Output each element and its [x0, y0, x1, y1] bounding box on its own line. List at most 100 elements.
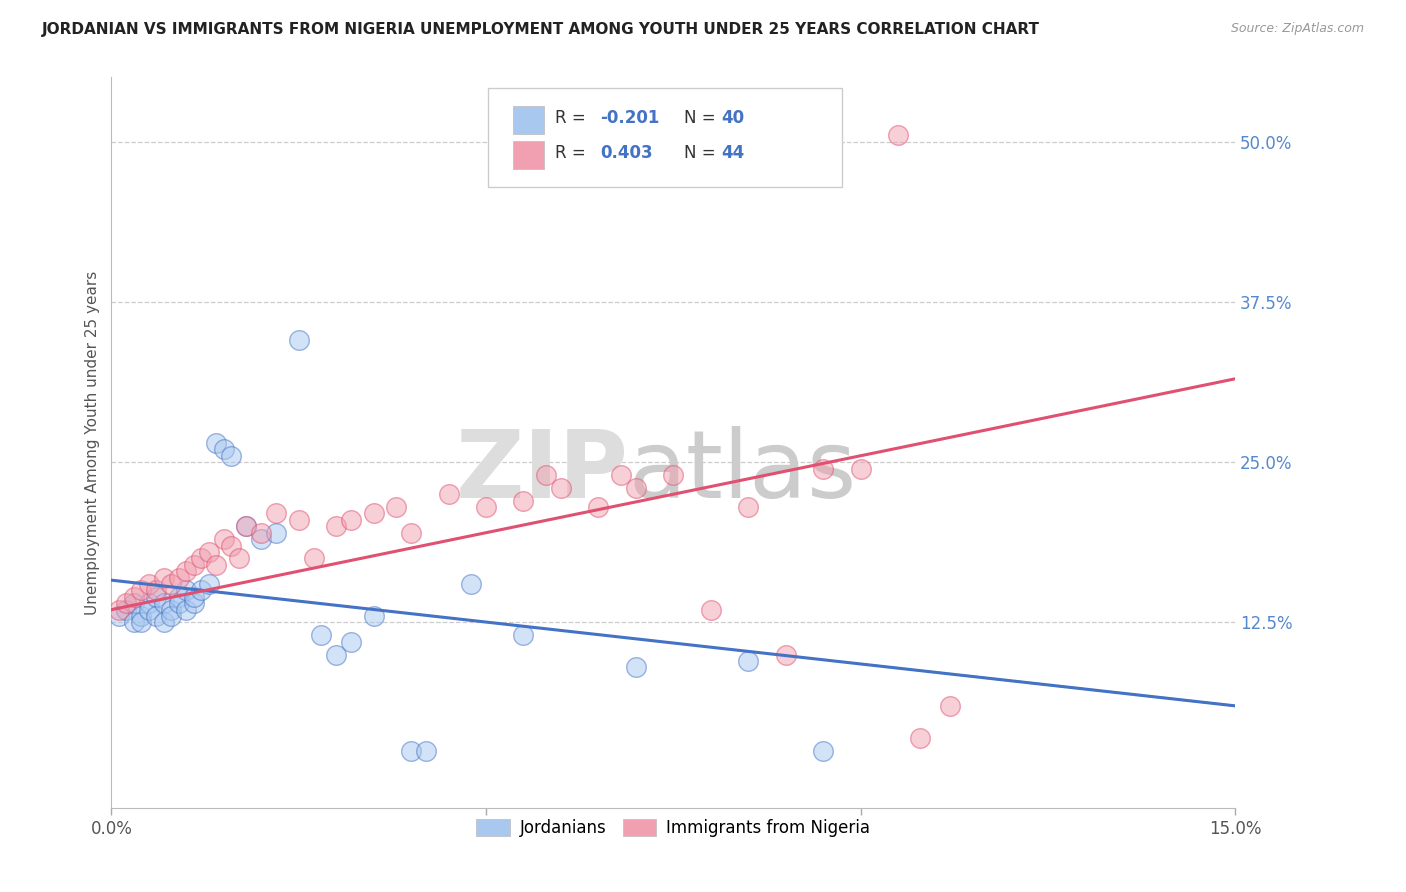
Point: [176, 564, 198, 578]
Point: [153, 596, 176, 610]
Point: [939, 698, 962, 713]
Point: [167, 590, 190, 604]
Point: [385, 500, 408, 514]
Point: [183, 596, 205, 610]
Point: [624, 481, 647, 495]
Point: [811, 744, 834, 758]
Point: [183, 590, 205, 604]
Text: ZIP: ZIP: [456, 426, 628, 518]
Point: [250, 525, 273, 540]
Text: N =: N =: [685, 144, 721, 161]
Point: [363, 507, 385, 521]
Point: [198, 577, 221, 591]
Point: [205, 558, 228, 572]
Point: [775, 648, 797, 662]
Point: [138, 602, 160, 616]
Point: [108, 602, 131, 616]
Point: [235, 519, 257, 533]
Point: [160, 577, 183, 591]
Point: [212, 442, 235, 457]
Legend: Jordanians, Immigrants from Nigeria: Jordanians, Immigrants from Nigeria: [470, 813, 877, 844]
FancyBboxPatch shape: [488, 88, 842, 187]
Point: [131, 615, 153, 630]
Point: [122, 590, 145, 604]
Point: [131, 583, 153, 598]
Point: [512, 628, 534, 642]
Point: [264, 525, 287, 540]
Point: [399, 744, 422, 758]
Point: [302, 551, 325, 566]
Point: [167, 596, 190, 610]
Point: [138, 577, 160, 591]
Point: [287, 334, 309, 348]
Point: [219, 449, 242, 463]
Point: [138, 596, 160, 610]
Point: [460, 577, 482, 591]
Point: [183, 558, 205, 572]
Point: [699, 602, 721, 616]
Point: [287, 513, 309, 527]
Point: [325, 648, 347, 662]
Point: [176, 583, 198, 598]
Point: [108, 609, 131, 624]
Point: [153, 571, 176, 585]
Point: [325, 519, 347, 533]
Point: [205, 436, 228, 450]
Text: atlas: atlas: [628, 426, 856, 518]
Point: [624, 660, 647, 674]
Point: [887, 128, 910, 143]
Point: [588, 500, 610, 514]
Point: [264, 507, 287, 521]
Text: N =: N =: [685, 109, 721, 127]
Point: [363, 609, 385, 624]
Point: [849, 461, 872, 475]
Point: [160, 602, 183, 616]
Point: [737, 500, 759, 514]
FancyBboxPatch shape: [513, 141, 544, 169]
Point: [399, 525, 422, 540]
Point: [153, 615, 176, 630]
Point: [437, 487, 460, 501]
Point: [228, 551, 250, 566]
FancyBboxPatch shape: [513, 106, 544, 134]
Point: [610, 468, 633, 483]
Text: R =: R =: [555, 144, 596, 161]
Point: [737, 654, 759, 668]
Point: [176, 602, 198, 616]
Text: Source: ZipAtlas.com: Source: ZipAtlas.com: [1230, 22, 1364, 36]
Text: R =: R =: [555, 109, 592, 127]
Point: [910, 731, 932, 745]
Text: 0.403: 0.403: [600, 144, 652, 161]
Point: [309, 628, 332, 642]
Text: 44: 44: [721, 144, 745, 161]
Point: [250, 532, 273, 546]
Point: [811, 461, 834, 475]
Point: [415, 744, 437, 758]
Point: [190, 583, 212, 598]
Point: [662, 468, 685, 483]
Point: [340, 513, 363, 527]
Point: [145, 590, 167, 604]
Point: [212, 532, 235, 546]
Point: [340, 634, 363, 648]
Point: [145, 583, 167, 598]
Point: [235, 519, 257, 533]
Point: [122, 615, 145, 630]
Text: JORDANIAN VS IMMIGRANTS FROM NIGERIA UNEMPLOYMENT AMONG YOUTH UNDER 25 YEARS COR: JORDANIAN VS IMMIGRANTS FROM NIGERIA UNE…: [42, 22, 1040, 37]
Point: [167, 571, 190, 585]
Point: [534, 468, 557, 483]
Point: [550, 481, 572, 495]
Point: [131, 609, 153, 624]
Text: 40: 40: [721, 109, 745, 127]
Point: [160, 609, 183, 624]
Point: [145, 609, 167, 624]
Point: [190, 551, 212, 566]
Point: [512, 493, 534, 508]
Point: [198, 545, 221, 559]
Point: [475, 500, 498, 514]
Point: [122, 596, 145, 610]
Y-axis label: Unemployment Among Youth under 25 years: Unemployment Among Youth under 25 years: [86, 271, 100, 615]
Point: [115, 602, 138, 616]
Point: [219, 539, 242, 553]
Point: [115, 596, 138, 610]
